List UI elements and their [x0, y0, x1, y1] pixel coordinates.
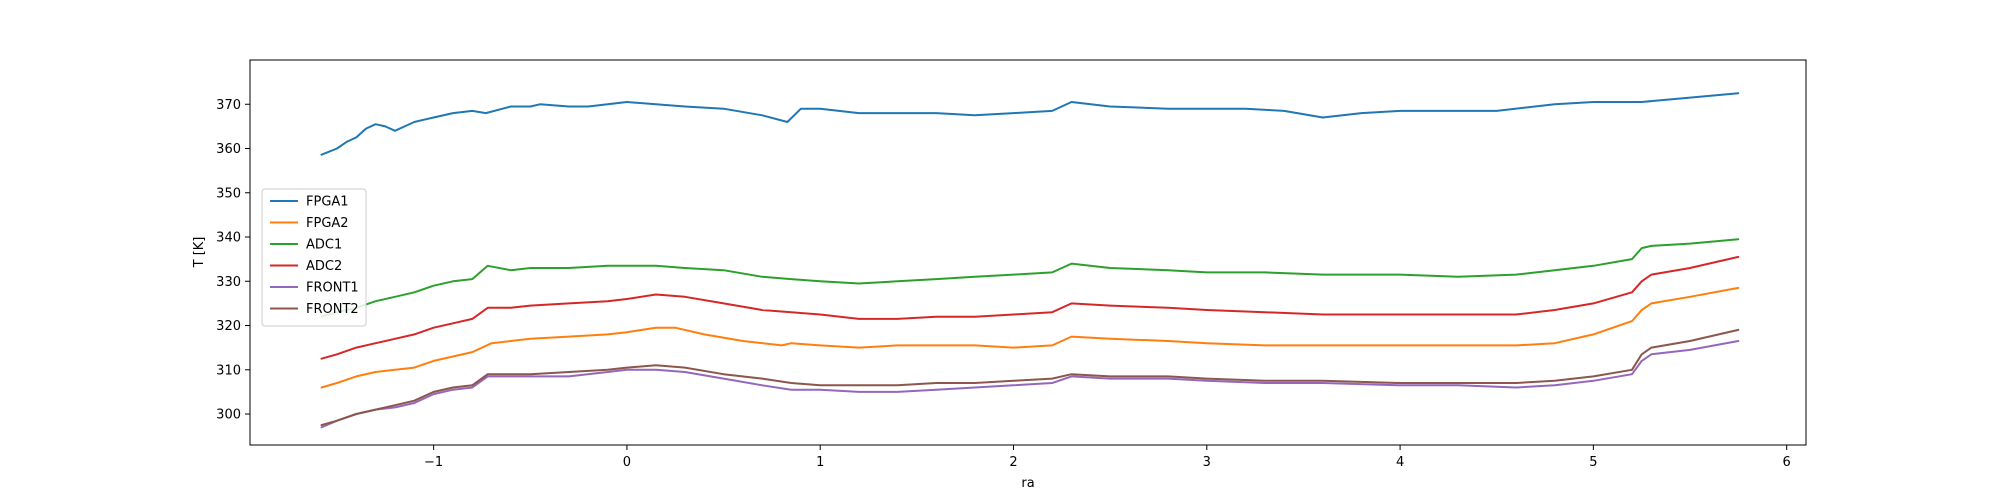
y-tick-label: 340 — [216, 231, 241, 246]
legend-label: FPGA1 — [306, 195, 349, 210]
series-line-fpga1 — [320, 92, 1740, 156]
series-line-front1 — [320, 340, 1740, 429]
y-axis-label: T [K] — [192, 237, 207, 269]
series-line-fpga2 — [320, 286, 1740, 389]
y-tick-label: 350 — [216, 186, 241, 201]
legend-label: FPGA2 — [306, 216, 349, 231]
x-tick-label: 3 — [1203, 455, 1211, 470]
series-layer — [320, 92, 1740, 429]
x-tick-label: 1 — [816, 455, 824, 470]
x-tick-label: 2 — [1009, 455, 1017, 470]
y-tick-label: 370 — [216, 98, 241, 113]
series-line-front2 — [320, 328, 1740, 427]
x-tick-label: 6 — [1783, 455, 1791, 470]
y-tick-label: 320 — [216, 319, 241, 334]
axes-frame — [249, 59, 1807, 446]
y-tick-label: 360 — [216, 142, 241, 157]
x-tick-label: 5 — [1589, 455, 1597, 470]
legend-label: FRONT1 — [306, 281, 359, 296]
x-tick-label: 0 — [623, 455, 631, 470]
series-line-adc1 — [320, 238, 1740, 318]
legend-label: ADC2 — [306, 259, 342, 274]
series-line-adc2 — [320, 255, 1740, 360]
y-axis: 300 310 320 330 340 350 360 370 — [216, 98, 250, 423]
y-tick-label: 330 — [216, 275, 241, 290]
x-axis: −1 0 1 2 3 4 5 6 — [424, 445, 1791, 470]
x-tick-label: 4 — [1396, 455, 1404, 470]
y-tick-label: 300 — [216, 408, 241, 423]
x-tick-label: −1 — [424, 455, 443, 470]
legend-label: FRONT2 — [306, 302, 359, 317]
legend-label: ADC1 — [306, 238, 342, 253]
x-axis-label: ra — [1021, 476, 1034, 491]
y-tick-label: 310 — [216, 363, 241, 378]
legend: FPGA1 FPGA2 ADC1 ADC2 FRONT1 FRONT2 — [261, 188, 367, 327]
